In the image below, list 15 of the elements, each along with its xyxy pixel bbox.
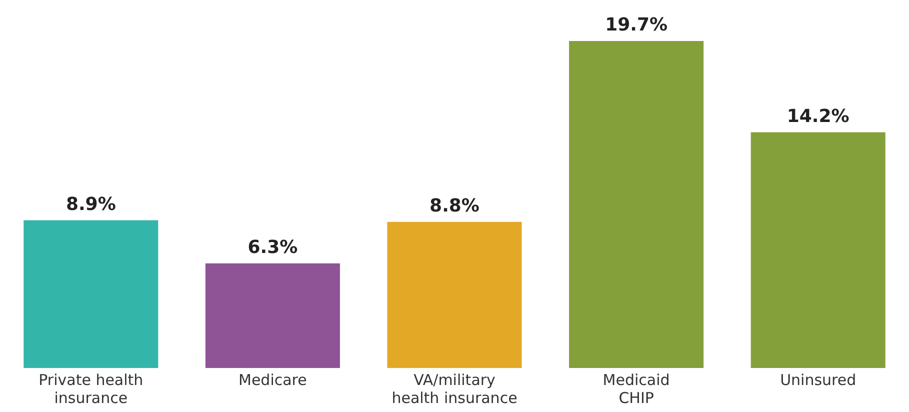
x-tick-label: Private health insurance (38, 370, 144, 407)
data-label: 19.7% (605, 14, 668, 36)
bar (24, 220, 158, 368)
data-label: 8.8% (430, 196, 480, 217)
bar (750, 132, 886, 368)
x-tick-label: Medicaid CHIP (602, 370, 670, 407)
data-label: 8.9% (66, 194, 116, 215)
bar (205, 263, 340, 368)
data-label: 6.3% (248, 237, 298, 258)
data-label: 14.2% (786, 106, 850, 127)
bar (387, 222, 522, 368)
bar (569, 40, 704, 368)
x-tick-label: VA/military health insurance (392, 370, 518, 407)
x-tick-label: Medicare (238, 370, 307, 389)
x-tick-label: Uninsured (780, 370, 856, 389)
